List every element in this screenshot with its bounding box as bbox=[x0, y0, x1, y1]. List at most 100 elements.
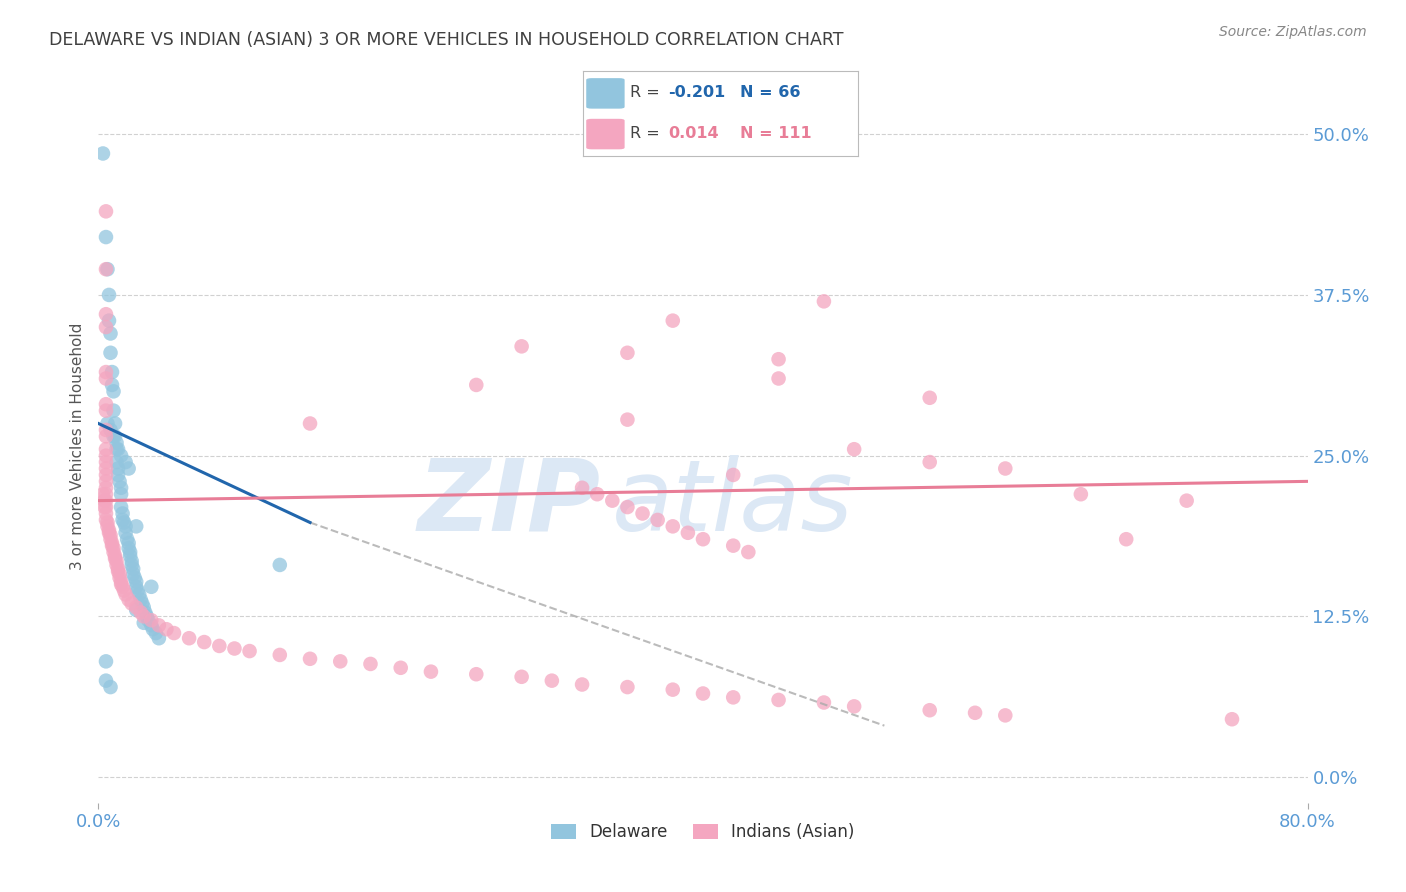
Point bbox=[121, 554, 143, 568]
Point bbox=[118, 461, 141, 475]
Point bbox=[111, 513, 134, 527]
Point bbox=[118, 541, 141, 556]
Text: N = 66: N = 66 bbox=[740, 86, 800, 101]
Point bbox=[94, 500, 117, 514]
Point bbox=[676, 525, 699, 540]
Point bbox=[692, 686, 714, 700]
Point bbox=[132, 609, 155, 624]
Point bbox=[103, 541, 125, 556]
Point bbox=[124, 571, 146, 585]
Point bbox=[121, 597, 143, 611]
Point bbox=[631, 507, 654, 521]
Point bbox=[141, 613, 163, 627]
Point bbox=[965, 706, 987, 720]
Point bbox=[110, 487, 132, 501]
Point bbox=[103, 429, 125, 443]
Point bbox=[100, 326, 122, 341]
Point bbox=[571, 481, 593, 495]
Point bbox=[141, 580, 163, 594]
Point bbox=[103, 545, 125, 559]
Point bbox=[918, 455, 941, 469]
Point bbox=[813, 696, 835, 710]
Point bbox=[91, 146, 114, 161]
Point bbox=[155, 622, 177, 636]
Point bbox=[208, 639, 231, 653]
Point bbox=[94, 455, 117, 469]
Point bbox=[94, 673, 117, 688]
Point bbox=[94, 423, 117, 437]
Point bbox=[723, 539, 745, 553]
Text: R =: R = bbox=[630, 86, 665, 101]
Y-axis label: 3 or more Vehicles in Household: 3 or more Vehicles in Household bbox=[70, 322, 86, 570]
FancyBboxPatch shape bbox=[586, 78, 624, 109]
Point bbox=[994, 461, 1017, 475]
Point bbox=[100, 528, 122, 542]
Point bbox=[136, 613, 159, 627]
Text: -0.201: -0.201 bbox=[668, 86, 725, 101]
Point bbox=[111, 580, 134, 594]
Point bbox=[571, 677, 593, 691]
Point bbox=[110, 449, 132, 463]
Point bbox=[723, 690, 745, 705]
Point bbox=[98, 523, 121, 537]
Text: R =: R = bbox=[630, 126, 671, 141]
Point bbox=[94, 371, 117, 385]
Point bbox=[193, 635, 215, 649]
Text: Source: ZipAtlas.com: Source: ZipAtlas.com bbox=[1219, 25, 1367, 39]
Point bbox=[94, 307, 117, 321]
Text: DELAWARE VS INDIAN (ASIAN) 3 OR MORE VEHICLES IN HOUSEHOLD CORRELATION CHART: DELAWARE VS INDIAN (ASIAN) 3 OR MORE VEH… bbox=[49, 31, 844, 49]
Point bbox=[465, 378, 488, 392]
Point bbox=[104, 551, 127, 566]
Point bbox=[96, 516, 118, 530]
Point bbox=[661, 313, 683, 327]
Point bbox=[239, 644, 262, 658]
Point bbox=[94, 461, 117, 475]
Point bbox=[128, 587, 150, 601]
Point bbox=[94, 481, 117, 495]
Point bbox=[94, 493, 117, 508]
Point bbox=[127, 583, 149, 598]
Point bbox=[105, 554, 128, 568]
Point bbox=[125, 600, 148, 615]
Point bbox=[768, 371, 790, 385]
Point bbox=[101, 365, 124, 379]
Point bbox=[103, 403, 125, 417]
Point bbox=[1115, 533, 1137, 547]
Point bbox=[148, 618, 170, 632]
Point bbox=[94, 513, 117, 527]
Point bbox=[94, 487, 117, 501]
Point bbox=[420, 665, 443, 679]
Point bbox=[100, 533, 122, 547]
Point bbox=[108, 475, 131, 489]
Point bbox=[299, 652, 322, 666]
Point bbox=[104, 429, 127, 443]
Point bbox=[129, 606, 152, 620]
Point bbox=[96, 262, 118, 277]
Point bbox=[141, 618, 163, 632]
Point bbox=[120, 545, 142, 559]
Point bbox=[94, 429, 117, 443]
Point bbox=[224, 641, 246, 656]
Legend: Delaware, Indians (Asian): Delaware, Indians (Asian) bbox=[544, 817, 862, 848]
Point bbox=[768, 693, 790, 707]
Point bbox=[661, 519, 683, 533]
Point bbox=[132, 615, 155, 630]
Point bbox=[510, 670, 533, 684]
Point bbox=[465, 667, 488, 681]
Point bbox=[111, 507, 134, 521]
Point bbox=[510, 339, 533, 353]
Point bbox=[129, 592, 152, 607]
Point bbox=[661, 682, 683, 697]
Point bbox=[110, 500, 132, 514]
Point bbox=[118, 536, 141, 550]
Point bbox=[104, 417, 127, 431]
Point bbox=[269, 558, 291, 572]
Point bbox=[692, 533, 714, 547]
Point bbox=[360, 657, 382, 671]
Point bbox=[110, 577, 132, 591]
Point bbox=[107, 562, 129, 576]
Point bbox=[844, 699, 866, 714]
Point bbox=[107, 461, 129, 475]
Point bbox=[114, 525, 136, 540]
Point bbox=[602, 493, 624, 508]
